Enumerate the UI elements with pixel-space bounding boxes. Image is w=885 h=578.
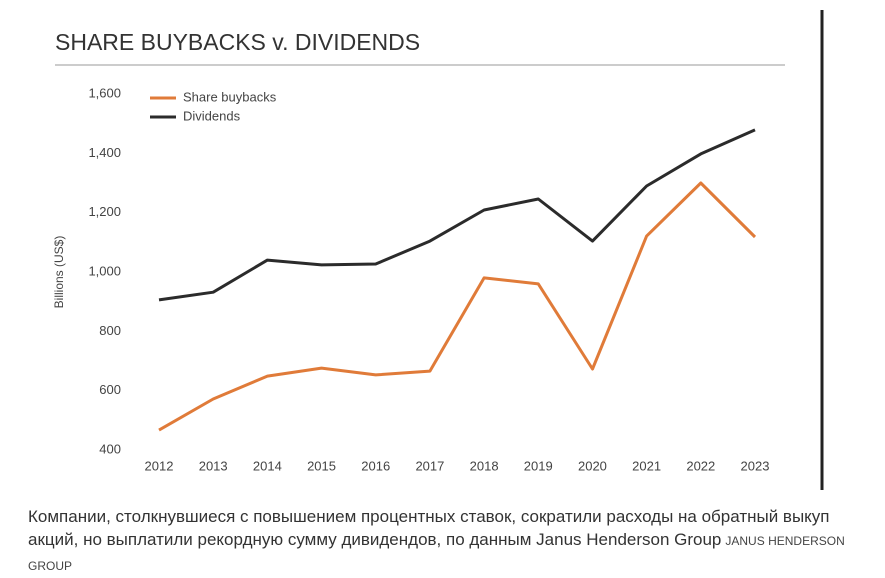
series-line: [158, 128, 756, 302]
x-tick-label: 2014: [253, 458, 282, 473]
y-tick-label: 400: [99, 441, 121, 456]
x-tick-label: 2019: [524, 458, 553, 473]
caption-text: Компании, столкнувшиеся с повышением про…: [28, 507, 830, 549]
x-tick-label: 2013: [199, 458, 228, 473]
y-tick-label: 1,400: [88, 145, 121, 160]
x-tick-label: 2020: [578, 458, 607, 473]
y-tick-label: 1,200: [88, 204, 121, 219]
y-tick-label: 800: [99, 323, 121, 338]
x-tick-label: 2017: [415, 458, 444, 473]
x-tick-label: 2022: [686, 458, 715, 473]
caption: Компании, столкнувшиеся с повышением про…: [28, 505, 848, 578]
x-tick-label: 2016: [361, 458, 390, 473]
chart: SHARE BUYBACKS v. DIVIDENDS Billions (US…: [30, 10, 824, 490]
chart-panel: [30, 10, 822, 490]
credit: Janus Henderson Group: [28, 534, 845, 573]
y-axis-label: Billions (US$): [52, 236, 66, 309]
x-tick-label: 2012: [145, 458, 174, 473]
series-line: [158, 181, 757, 432]
x-tick-label: 2018: [470, 458, 499, 473]
chart-title: SHARE BUYBACKS v. DIVIDENDS: [55, 29, 420, 55]
y-tick-label: 1,000: [88, 263, 121, 278]
x-tick-label: 2015: [307, 458, 336, 473]
y-tick-label: 1,600: [88, 85, 121, 100]
x-tick-label: 2021: [632, 458, 661, 473]
x-tick-label: 2023: [741, 458, 770, 473]
legend-label: Share buybacks: [183, 89, 277, 104]
y-tick-label: 600: [99, 382, 121, 397]
legend-label: Dividends: [183, 108, 241, 123]
